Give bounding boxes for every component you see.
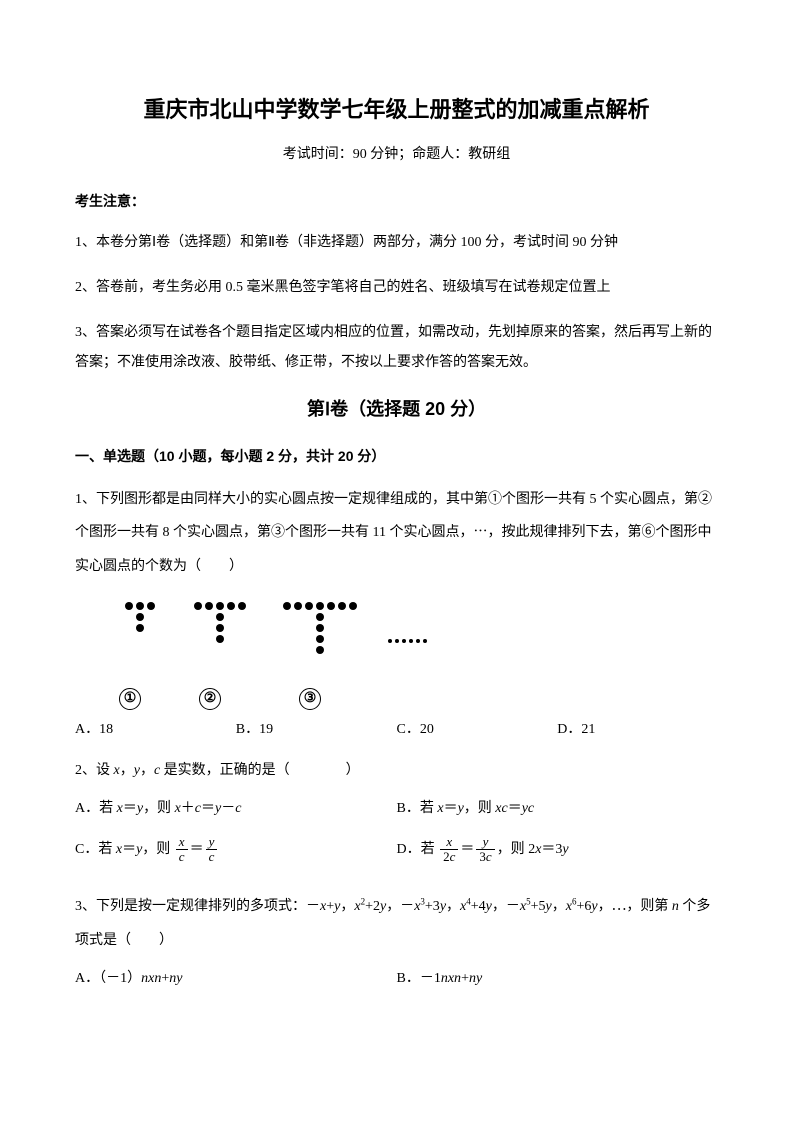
opt-b-prefix: B．－1	[397, 971, 441, 986]
question-2: 2、设 x，y，c 是实数，正确的是（ ）	[75, 754, 718, 788]
q3-prefix: 3、下列是按一定规律排列的多项式：－	[75, 899, 320, 914]
opt-prefix: D．若	[397, 842, 439, 857]
option-d: D．若 x2c＝y3c，则 2x＝3y	[397, 835, 719, 865]
opt-prefix: A．若	[75, 801, 117, 816]
figure-label-2: ②	[199, 688, 221, 710]
sub-section-header: 一、单选题（10 小题，每小题 2 分，共计 20 分）	[75, 444, 718, 469]
q2-sep: ，	[120, 763, 134, 778]
notice-item: 2、答卷前，考生务必用 0.5 毫米黑色签字笔将自己的姓名、班级填写在试卷规定位…	[75, 273, 718, 304]
notice-item: 1、本卷分第Ⅰ卷（选择题）和第Ⅱ卷（非选择题）两部分，满分 100 分，考试时间…	[75, 228, 718, 259]
opt-prefix: C．若	[75, 842, 116, 857]
exam-subtitle: 考试时间：90 分钟；命题人：教研组	[75, 142, 718, 167]
option-a: A．（－1）nxn+ny	[75, 966, 397, 991]
question-3-options: A．（－1）nxn+ny B．－1nxn+ny	[75, 966, 718, 1005]
figure-labels: ① ② ③	[95, 686, 718, 711]
option-a: A．若 x＝y，则 x＋c＝y－c	[75, 796, 397, 821]
opt-mid: ，则	[497, 842, 529, 857]
opt-mid: ，则	[142, 842, 174, 857]
page-title: 重庆市北山中学数学七年级上册整式的加减重点解析	[75, 90, 718, 130]
question-3: 3、下列是按一定规律排列的多项式：－x+y，x2+2y，－x3+3y，x4+4y…	[75, 890, 718, 957]
section-header: 第Ⅰ卷（选择题 20 分）	[75, 393, 718, 425]
notice-item: 3、答案必须写在试卷各个题目指定区域内相应的位置，如需改动，先划掉原来的答案，然…	[75, 318, 718, 380]
figure-label-3: ③	[299, 688, 321, 710]
question-1: 1、下列图形都是由同样大小的实心圆点按一定规律组成的，其中第①个图形一共有 5 …	[75, 483, 718, 584]
question-2-options: A．若 x＝y，则 x＋c＝y－c B．若 x＝y，则 xc＝yc C．若 x＝…	[75, 796, 718, 879]
option-b: B．19	[236, 717, 397, 742]
option-a: A．18	[75, 717, 236, 742]
option-c: C．20	[397, 717, 558, 742]
figure-label-1: ①	[119, 688, 141, 710]
option-b: B．若 x＝y，则 xc＝yc	[397, 796, 719, 821]
q2-text-end: 是实数，正确的是（ ）	[160, 763, 360, 778]
q3-suffix: ，⋯，则第	[598, 899, 672, 914]
question-1-figure: ① ② ③	[95, 596, 718, 711]
opt-mid: ，则	[143, 801, 175, 816]
option-b: B．－1nxn+ny	[397, 966, 719, 991]
notice-header: 考生注意：	[75, 189, 718, 214]
opt-a-prefix: A．（－1）	[75, 971, 141, 986]
option-c: C．若 x＝y，则 xc＝yc	[75, 835, 397, 865]
q2-text: 2、设	[75, 763, 114, 778]
opt-mid: ，则	[464, 801, 496, 816]
question-1-options: A．18 B．19 C．20 D．21	[75, 717, 718, 742]
option-d: D．21	[557, 717, 718, 742]
q2-sep: ，	[140, 763, 154, 778]
opt-prefix: B．若	[397, 801, 438, 816]
